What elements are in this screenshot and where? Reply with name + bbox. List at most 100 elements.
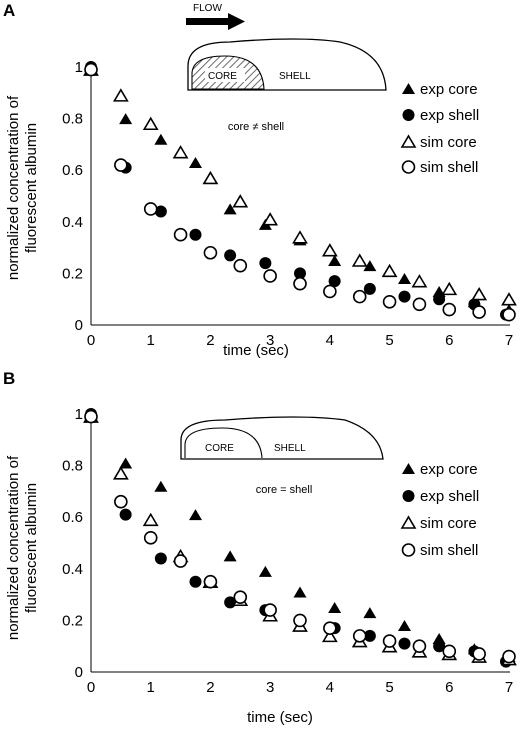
x-tick-label: 6 xyxy=(445,332,453,349)
sim-shell-point xyxy=(352,289,367,304)
exp-shell-point xyxy=(189,228,202,241)
exp-shell-point xyxy=(363,282,376,295)
exp-shell-point xyxy=(224,249,237,262)
y-tick-label: 0.8 xyxy=(62,458,83,475)
sim-shell-point xyxy=(382,294,397,309)
sim-shell-point xyxy=(84,409,98,424)
x-tick-label: 2 xyxy=(206,332,214,349)
sim-shell-point xyxy=(173,554,188,568)
x-tick-labels: 0 1 2 3 4 5 6 7 xyxy=(87,332,513,349)
exp-core-point xyxy=(189,156,202,168)
sim-core-point xyxy=(142,512,159,527)
sim-core-point xyxy=(411,274,428,288)
sim-core-point xyxy=(262,212,279,226)
y-tick-label: 0.4 xyxy=(62,561,83,578)
exp-core-marker-icon xyxy=(402,463,415,474)
sim-core-point xyxy=(112,88,129,102)
sim-shell-point xyxy=(472,305,486,319)
legend-item-exp-core: exp core xyxy=(402,461,478,478)
core-region xyxy=(184,427,263,459)
sim-core-point xyxy=(351,253,368,267)
panel-b-letter: B xyxy=(3,369,15,388)
exp-core-marker-icon xyxy=(402,83,415,94)
legend-item-exp-shell: exp shell xyxy=(402,488,479,505)
sim-shell-point xyxy=(323,284,337,299)
exp-shell-point xyxy=(189,575,202,588)
flow-arrow-icon xyxy=(186,13,245,30)
shell-label: SHELL xyxy=(274,443,306,454)
exp-shell-point xyxy=(433,293,446,306)
exp-shell-marker-icon xyxy=(402,109,415,121)
x-tick-label: 1 xyxy=(147,332,155,349)
sim-shell-point xyxy=(203,574,218,589)
legend-label: sim shell xyxy=(420,542,478,559)
y-tick-label: 0.6 xyxy=(62,162,83,179)
sim-shell-point xyxy=(352,629,367,643)
data-points xyxy=(83,61,517,322)
sim-shell-point xyxy=(233,590,248,604)
x-tick-label: 4 xyxy=(326,332,334,349)
x-tick-label: 5 xyxy=(385,679,393,696)
sim-core-point xyxy=(172,145,189,159)
sim-core-point xyxy=(292,230,308,244)
exp-core-point xyxy=(258,565,272,577)
exp-core-point xyxy=(223,203,237,215)
y-axis-label: normalized concentration of fluorescent … xyxy=(5,455,40,640)
exp-core-point xyxy=(328,602,342,613)
sim-core-point xyxy=(441,281,458,296)
y-tick-label: 0 xyxy=(75,664,83,681)
exp-shell-point xyxy=(119,508,132,521)
sim-shell-point xyxy=(143,202,158,216)
x-tick-label: 0 xyxy=(87,679,95,696)
y-tick-labels: 0 0.2 0.4 0.6 0.8 1 xyxy=(62,406,83,681)
exp-shell-point xyxy=(363,629,376,642)
exp-shell-marker-icon xyxy=(402,490,415,502)
legend-label: sim core xyxy=(420,134,477,151)
legend-item-sim-core: sim core xyxy=(400,515,477,532)
y-tick-label: 1 xyxy=(75,59,83,76)
legend-label: sim shell xyxy=(420,159,478,176)
sim-shell-point xyxy=(293,276,307,291)
sim-shell-marker-icon xyxy=(401,160,416,174)
exp-shell-point xyxy=(259,257,272,270)
y-tick-label: 0 xyxy=(75,317,83,334)
legend-label: exp core xyxy=(420,461,478,478)
sim-core-marker-icon xyxy=(400,515,417,529)
exp-core-point xyxy=(189,509,202,521)
sim-shell-point xyxy=(293,613,307,628)
legend-label: exp core xyxy=(420,81,478,98)
exp-shell-point xyxy=(154,205,167,218)
y-tick-label: 1 xyxy=(75,406,83,423)
y-axis-label-line1: normalized concentration of xyxy=(5,455,22,640)
legend-item-exp-core: exp core xyxy=(402,81,478,98)
legend-item-sim-shell: sim shell xyxy=(401,542,478,559)
sim-core-point xyxy=(142,116,159,131)
legend-item-exp-shell: exp shell xyxy=(402,107,479,124)
x-tick-label: 7 xyxy=(505,679,513,696)
legend: exp core exp shell sim core sim shell xyxy=(400,461,479,559)
exp-core-point xyxy=(223,550,237,562)
legend-label: exp shell xyxy=(420,107,479,124)
legend-label: sim core xyxy=(420,515,477,532)
x-tick-label: 3 xyxy=(266,332,274,349)
condition-label: core ≠ shell xyxy=(228,121,284,133)
exp-core-point xyxy=(398,620,411,632)
y-tick-labels: 0 0.2 0.4 0.6 0.8 1 xyxy=(62,59,83,334)
exp-core-point xyxy=(363,607,377,619)
sim-shell-point xyxy=(233,258,248,273)
x-tick-label: 5 xyxy=(385,332,393,349)
sim-core-point xyxy=(232,194,249,208)
sim-shell-point xyxy=(442,302,457,317)
core-shell-diagram: CORE SHELL xyxy=(180,416,384,460)
exp-shell-point xyxy=(294,267,306,280)
exp-core-point xyxy=(119,457,133,469)
sim-shell-point xyxy=(114,494,128,509)
sim-shell-point xyxy=(502,307,516,322)
legend-item-sim-core: sim core xyxy=(400,134,477,151)
sim-shell-point xyxy=(323,621,337,635)
exp-core-point xyxy=(398,273,411,285)
sim-shell-point xyxy=(263,269,277,283)
exp-core-point xyxy=(363,260,377,272)
